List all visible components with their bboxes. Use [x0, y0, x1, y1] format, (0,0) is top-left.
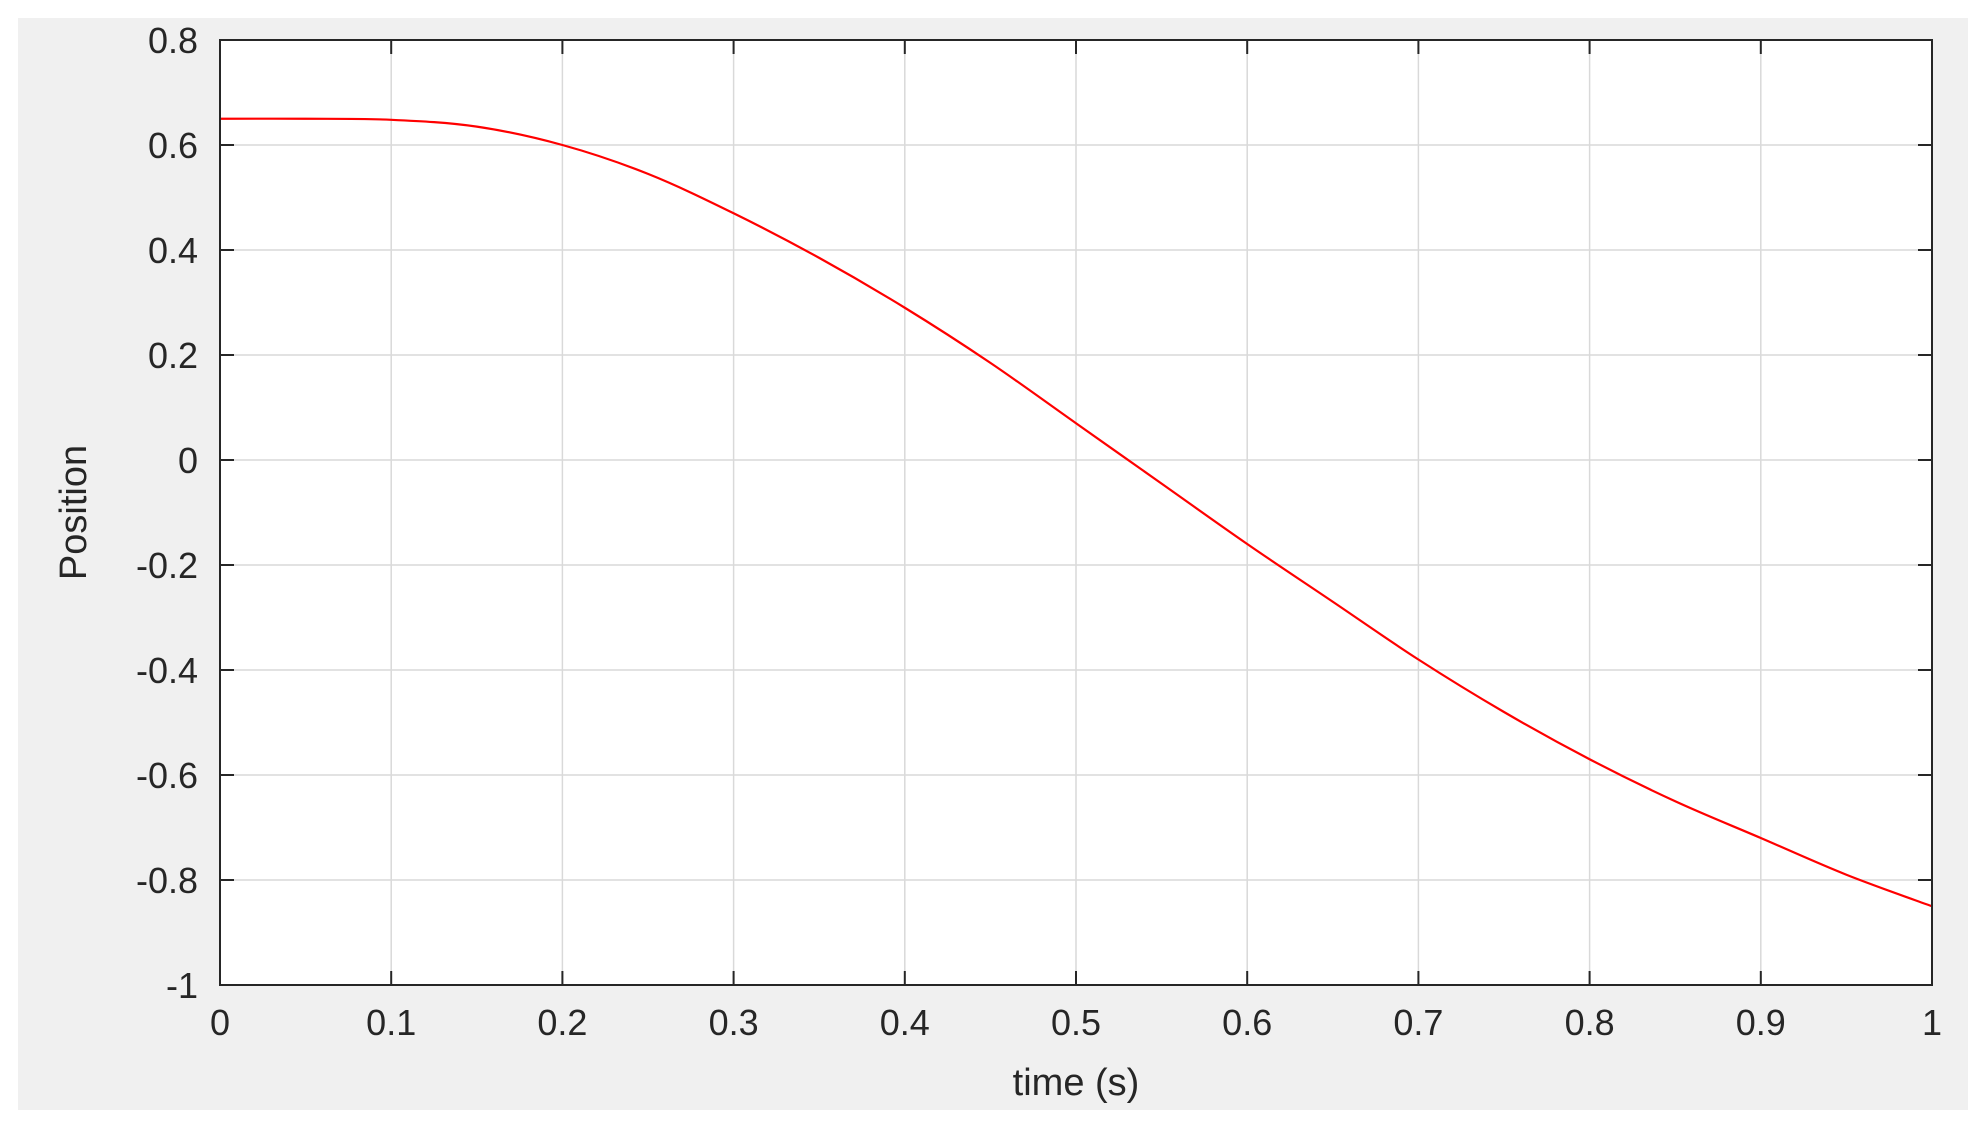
y-tick-label: 0.4	[148, 230, 198, 271]
series-line-0	[219, 117, 1933, 908]
x-tick-label: 0.9	[1736, 1002, 1786, 1043]
x-tick-label: 0.6	[1222, 1002, 1272, 1043]
position-chart: 0 0.1 0.2 0.3 0.4 0.5 0.6 0.7 0.8 0.9 1 0.80.60.40…	[53, 20, 1942, 1104]
x-tick-label: 0.8	[1565, 1002, 1615, 1043]
y-tick-label: -0.8	[136, 860, 198, 901]
x-axis-label: time (s)	[1013, 1062, 1140, 1104]
y-axis-label: Position	[53, 445, 95, 580]
tick-marks	[219, 39, 1933, 986]
x-tick-label: 1	[1922, 1002, 1942, 1043]
y-tick-label: 0.8	[148, 20, 198, 61]
x-tick-label: 0.5	[1051, 1002, 1101, 1043]
y-tick-label: 0.6	[148, 125, 198, 166]
figure-background: 0 0.1 0.2 0.3 0.4 0.5 0.6 0.7 0.8 0.9 1 0.8 0.6 0.4 0…	[18, 18, 1968, 1110]
x-tick-label: 0.4	[880, 1002, 930, 1043]
y-tick-label: -0.4	[136, 650, 198, 691]
y-tick-label: 0	[178, 440, 198, 481]
y-tick-labels: 0.8 0.6 0.4 0.2 0 -0.2 -0.4 -0.6 -0.8 -1	[136, 20, 198, 1006]
x-tick-label: 0.3	[709, 1002, 759, 1043]
series-group	[219, 117, 1933, 908]
x-tick-label: 0.7	[1393, 1002, 1443, 1043]
x-tick-label: 0.2	[537, 1002, 587, 1043]
x-tick-labels: 0 0.1 0.2 0.3 0.4 0.5 0.6 0.7 0.8 0.9 1	[210, 1002, 1942, 1043]
x-tick-label: 0.1	[366, 1002, 416, 1043]
y-tick-label: -1	[166, 965, 198, 1006]
y-tick-label: 0.2	[148, 335, 198, 376]
y-tick-label: -0.2	[136, 545, 198, 586]
y-tick-label: -0.6	[136, 755, 198, 796]
grid-lines	[220, 40, 1932, 985]
x-tick-label: 0	[210, 1002, 230, 1043]
